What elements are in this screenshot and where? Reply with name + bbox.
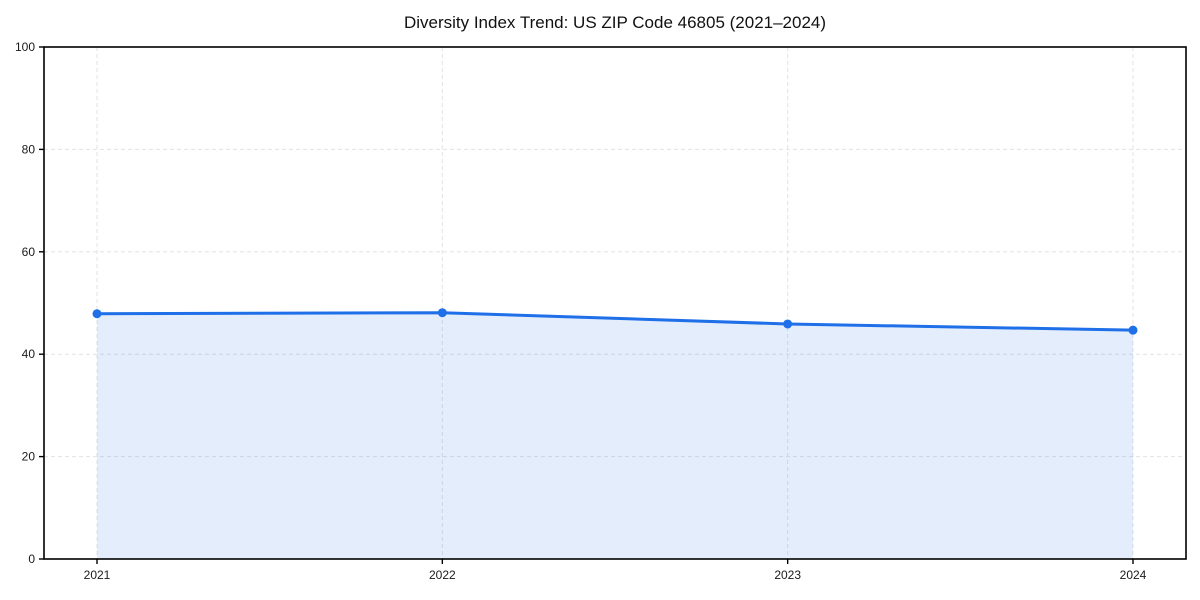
data-point-2022 — [437, 308, 447, 318]
axes-layer: 0 20 40 60 80 100 2021 2022 2023 2024 — [15, 40, 1187, 582]
area-fill — [97, 312, 1133, 559]
area-fill-layer — [97, 312, 1133, 559]
y-tick-label: 60 — [22, 245, 36, 259]
data-point-layer — [92, 308, 1138, 335]
data-point-2023 — [783, 319, 793, 329]
y-tick-label: 20 — [22, 450, 36, 464]
y-tick-label: 0 — [28, 552, 35, 566]
gridlines — [44, 47, 1186, 559]
x-tick-label: 2023 — [774, 568, 801, 582]
data-point-2021 — [92, 309, 102, 319]
x-tick-label: 2021 — [84, 568, 111, 582]
x-tick-label: 2022 — [429, 568, 456, 582]
trend-line — [95, 311, 1135, 332]
chart-title: Diversity Index Trend: US ZIP Code 46805… — [404, 13, 826, 32]
data-point-2024 — [1128, 325, 1138, 335]
x-tick-label: 2024 — [1120, 568, 1147, 582]
trend-line-layer — [95, 311, 1135, 332]
y-tick-label: 40 — [22, 347, 36, 361]
plot-border — [43, 46, 1187, 560]
y-tick-label: 100 — [15, 40, 35, 54]
y-tick-label: 80 — [22, 142, 36, 156]
